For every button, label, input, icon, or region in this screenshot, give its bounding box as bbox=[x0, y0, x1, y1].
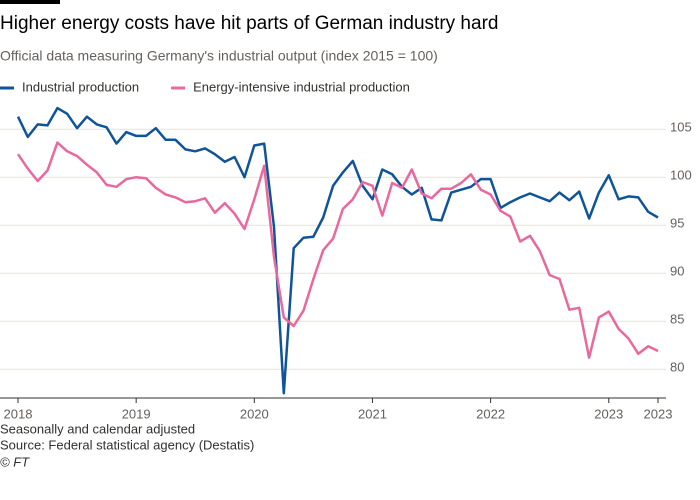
brand-bar bbox=[0, 0, 60, 4]
y-tick-label: 100 bbox=[670, 168, 692, 183]
series-line bbox=[16, 106, 659, 395]
source: Source: Federal statistical agency (Dest… bbox=[0, 437, 254, 452]
legend: Industrial production Energy-intensive in… bbox=[0, 79, 410, 94]
x-tick-label: 2018 bbox=[4, 406, 33, 421]
chart-subtitle: Official data measuring Germany's indust… bbox=[0, 48, 438, 64]
legend-label: Energy-intensive industrial production bbox=[193, 79, 410, 94]
legend-label: Industrial production bbox=[22, 79, 139, 94]
copyright: © FT bbox=[0, 454, 30, 469]
y-tick-label: 85 bbox=[670, 312, 684, 327]
x-tick-label: 2023 bbox=[594, 406, 623, 421]
y-tick-label: 95 bbox=[670, 216, 684, 231]
x-tick-label: 2019 bbox=[122, 406, 151, 421]
x-tick-label: 2023 bbox=[644, 406, 673, 421]
y-tick-label: 105 bbox=[670, 120, 692, 135]
y-tick-label: 90 bbox=[670, 264, 684, 279]
note: Seasonally and calendar adjusted bbox=[0, 421, 195, 436]
y-tick-label: 80 bbox=[670, 360, 684, 375]
series-line bbox=[16, 141, 659, 359]
x-tick-label: 2022 bbox=[476, 406, 505, 421]
chart-title: Higher energy costs have hit parts of Ge… bbox=[0, 13, 498, 34]
x-tick-label: 2020 bbox=[240, 406, 269, 421]
x-tick-label: 2021 bbox=[358, 406, 387, 421]
